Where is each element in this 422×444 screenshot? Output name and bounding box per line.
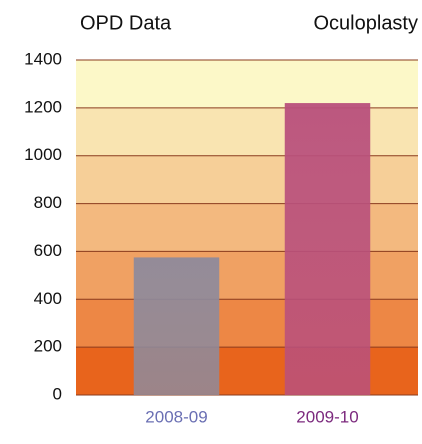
- bar: [133, 257, 220, 395]
- bar: [284, 103, 371, 396]
- x-tick-label: 2008-09: [145, 407, 207, 426]
- y-tick-label: 0: [53, 384, 62, 403]
- y-tick-label: 1000: [24, 145, 62, 164]
- y-tick-label: 200: [34, 337, 62, 356]
- band: [76, 60, 418, 108]
- y-tick-label: 1400: [24, 49, 62, 68]
- x-tick-label: 2009-10: [296, 407, 358, 426]
- y-tick-label: 600: [34, 241, 62, 260]
- y-tick-label: 400: [34, 289, 62, 308]
- chart-subtitle: Oculoplasty: [314, 12, 419, 34]
- y-tick-label: 1200: [24, 97, 62, 116]
- y-tick-label: 800: [34, 193, 62, 212]
- chart-title: OPD Data: [80, 12, 172, 34]
